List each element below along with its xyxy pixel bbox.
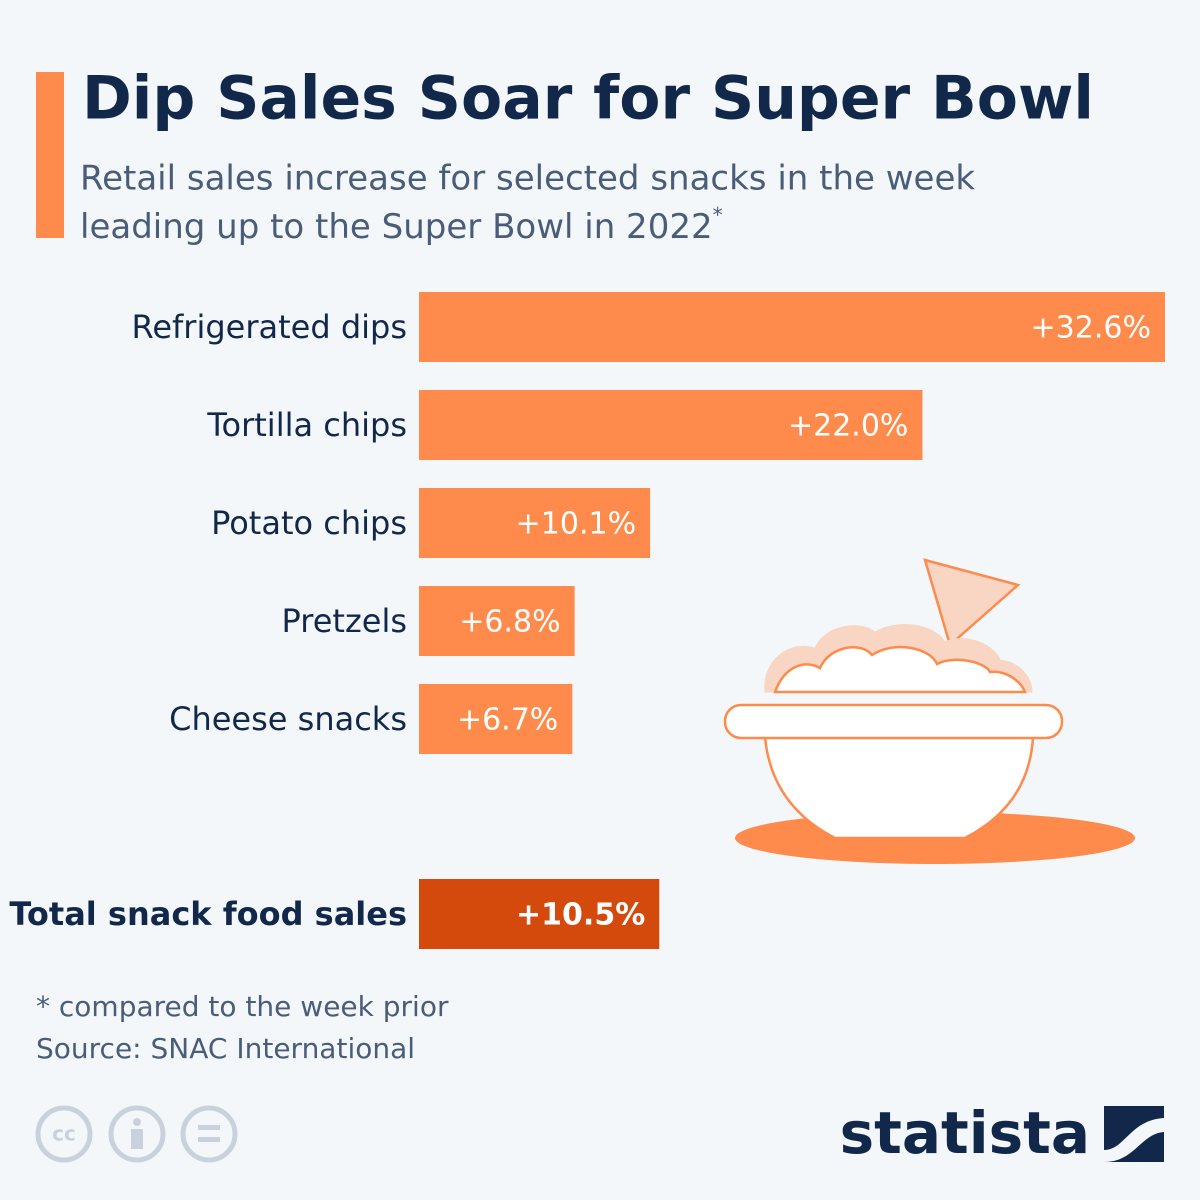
chart-title: Dip Sales Soar for Super Bowl — [82, 64, 1094, 134]
category-label: Tortilla chips — [206, 406, 407, 444]
brand-logo: statista — [840, 1099, 1090, 1167]
value-label: +10.1% — [516, 507, 636, 542]
subtitle-mark: * — [713, 203, 723, 227]
bar — [419, 586, 575, 656]
value-label: +10.5% — [516, 898, 645, 933]
category-label: Refrigerated dips — [132, 308, 407, 346]
category-label: Cheese snacks — [169, 700, 407, 738]
svg-text:cc: cc — [52, 1122, 76, 1146]
bar — [419, 488, 651, 558]
brand-icon — [1104, 1106, 1164, 1162]
accent-bar — [36, 72, 64, 238]
value-label: +6.8% — [459, 605, 560, 640]
note: * compared to the week prior — [36, 990, 449, 1023]
category-label: Total snack food sales — [9, 895, 407, 933]
value-label: +22.0% — [788, 409, 908, 444]
category-label: Potato chips — [211, 504, 407, 542]
subtitle-line: leading up to the Super Bowl in 2022 — [80, 207, 713, 247]
value-label: +32.6% — [1031, 311, 1151, 346]
subtitle: Retail sales increase for selected snack… — [80, 159, 975, 199]
bowl-illustration — [723, 558, 1135, 864]
bar — [419, 684, 573, 754]
subtitle: leading up to the Super Bowl in 2022* — [80, 203, 723, 247]
source: Source: SNAC International — [36, 1032, 415, 1065]
bar — [419, 292, 1165, 362]
category-label: Pretzels — [282, 602, 407, 640]
bar — [419, 390, 923, 460]
license-icons: cc — [35, 1105, 238, 1163]
value-label: +6.7% — [457, 703, 558, 738]
bar — [419, 879, 660, 949]
